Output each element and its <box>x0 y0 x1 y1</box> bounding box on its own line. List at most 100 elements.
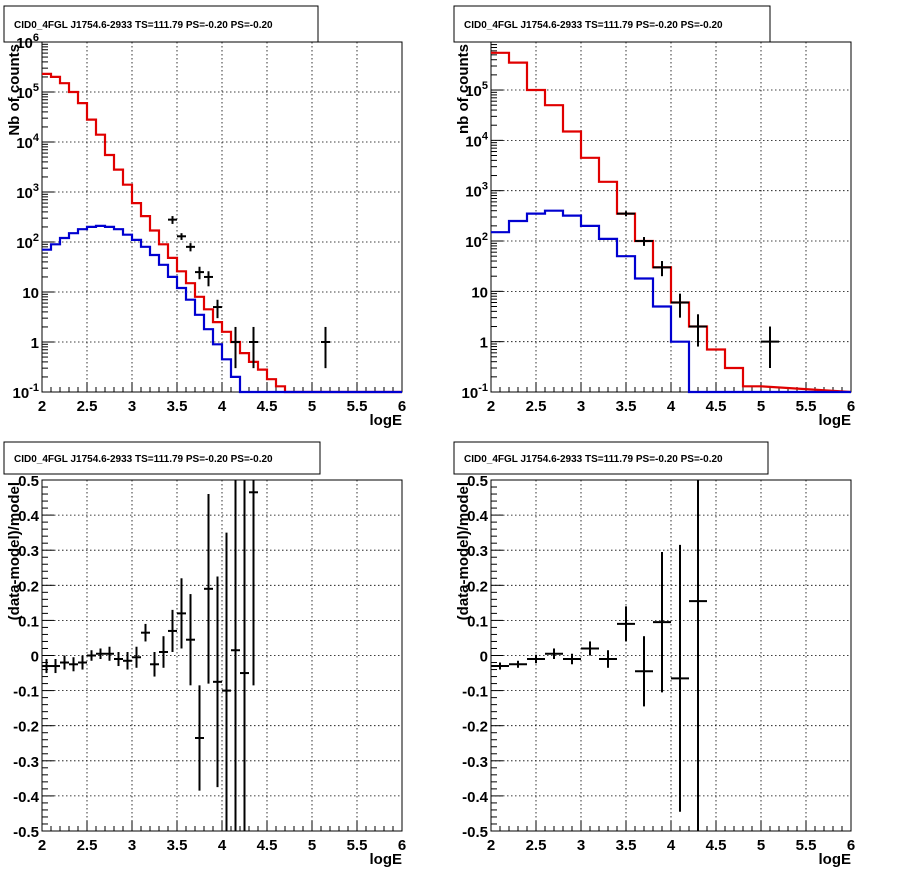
residual-point <box>617 606 635 642</box>
y-tick-label: 0.1 <box>18 613 39 630</box>
x-tick-label: 4.5 <box>257 398 278 415</box>
y-tick-label: 10-1 <box>462 382 488 402</box>
residual-point <box>60 655 69 670</box>
data-point <box>177 233 186 240</box>
x-tick-label: 2 <box>38 837 46 854</box>
panel-bottom-right: CID0_4FGL J1754.6-2933 TS=111.79 PS=-0.2… <box>449 438 898 875</box>
panel-top-right: CID0_4FGL J1754.6-2933 TS=111.79 PS=-0.2… <box>449 0 898 438</box>
x-tick-label: 2.5 <box>77 398 98 415</box>
y-tick-label: 105 <box>465 80 488 100</box>
x-tick-label: 4.5 <box>706 398 727 415</box>
data-point <box>168 216 177 224</box>
y-tick-label: -0.4 <box>462 789 489 806</box>
y-tick-label: 106 <box>16 32 39 52</box>
x-tick-label: 5.5 <box>347 398 368 415</box>
residual-point <box>132 646 141 668</box>
residual-point <box>195 685 204 791</box>
y-tick-label: 102 <box>16 232 39 252</box>
residual-point <box>240 480 249 831</box>
y-tick-label: -0.3 <box>13 754 39 771</box>
title-box <box>453 441 769 475</box>
y-tick-label: -0.2 <box>13 719 39 736</box>
y-tick-label: 103 <box>465 181 488 201</box>
y-tick-label: 0.4 <box>18 508 40 525</box>
residual-point <box>69 657 78 672</box>
residual-point <box>671 544 689 812</box>
y-tick-label: 103 <box>16 182 39 202</box>
residual-point <box>231 480 240 831</box>
y-tick-label: 104 <box>16 132 40 152</box>
y-tick-label: 10-1 <box>13 382 39 402</box>
x-tick-label: 3.5 <box>616 837 637 854</box>
x-axis-title: logE <box>370 412 403 429</box>
x-tick-label: 6 <box>398 398 406 415</box>
x-tick-label: 3.5 <box>616 398 637 415</box>
chart-title: CID0_4FGL J1754.6-2933 TS=111.79 PS=-0.2… <box>14 20 273 31</box>
x-tick-label: 2.5 <box>526 398 547 415</box>
hist-series-0 <box>42 72 402 394</box>
y-tick-label: 10 <box>471 284 488 301</box>
data-point <box>617 211 635 217</box>
x-tick-label: 4 <box>218 398 227 415</box>
residual-point <box>159 636 168 668</box>
y-axis-title: nb of counts <box>455 44 472 134</box>
hist-series-1 <box>491 209 851 394</box>
x-tick-label: 4 <box>667 398 676 415</box>
chart-top-left: CID0_4FGL J1754.6-2933 TS=111.79 PS=-0.2… <box>3 5 406 429</box>
residual-point <box>599 650 617 668</box>
residual-point <box>51 659 60 674</box>
y-tick-label: -0.5 <box>462 824 488 841</box>
residual-point <box>563 653 581 665</box>
x-tick-label: 3 <box>128 398 136 415</box>
x-tick-label: 6 <box>398 837 406 854</box>
y-tick-label: 102 <box>465 231 488 251</box>
panel-top-left: CID0_4FGL J1754.6-2933 TS=111.79 PS=-0.2… <box>0 0 449 438</box>
residual-point <box>653 551 671 693</box>
title-box <box>3 441 321 475</box>
chart-bottom-right: CID0_4FGL J1754.6-2933 TS=111.79 PS=-0.2… <box>453 441 855 868</box>
x-tick-label: 5 <box>757 837 765 854</box>
y-tick-label: 0.5 <box>467 473 488 490</box>
x-tick-label: 6 <box>847 398 855 415</box>
residual-point <box>222 532 231 831</box>
residual-point <box>491 662 509 670</box>
y-tick-label: 10 <box>22 285 39 302</box>
residual-point <box>105 646 114 661</box>
x-tick-label: 4 <box>218 837 227 854</box>
y-tick-label: -0.4 <box>13 789 40 806</box>
residual-point <box>168 609 177 652</box>
residual-point <box>186 594 195 686</box>
x-tick-label: 6 <box>847 837 855 854</box>
residual-point <box>114 651 123 667</box>
chart-title: CID0_4FGL J1754.6-2933 TS=111.79 PS=-0.2… <box>464 454 723 465</box>
x-tick-label: 4.5 <box>257 837 278 854</box>
y-tick-label: 0 <box>480 649 488 666</box>
y-tick-label: 0.2 <box>18 578 39 595</box>
residual-point <box>249 480 258 686</box>
residual-point <box>177 578 186 649</box>
data-point <box>213 299 222 319</box>
residual-point <box>78 655 87 670</box>
residual-point <box>581 641 599 656</box>
x-tick-label: 3.5 <box>167 837 188 854</box>
residual-point <box>150 651 159 677</box>
y-tick-label: 105 <box>16 82 39 102</box>
x-tick-label: 2 <box>487 398 495 415</box>
y-tick-label: 0.4 <box>467 508 489 525</box>
data-point <box>671 293 689 318</box>
x-tick-label: 2 <box>487 837 495 854</box>
residual-point <box>87 650 96 661</box>
x-tick-label: 5 <box>308 837 316 854</box>
chart-title: CID0_4FGL J1754.6-2933 TS=111.79 PS=-0.2… <box>464 20 723 31</box>
chart-title: CID0_4FGL J1754.6-2933 TS=111.79 PS=-0.2… <box>14 454 273 465</box>
x-tick-label: 5 <box>308 398 316 415</box>
x-tick-label: 5.5 <box>347 837 368 854</box>
y-tick-label: 0.5 <box>18 473 39 490</box>
hist-series-1 <box>42 224 402 394</box>
residual-point <box>204 494 213 684</box>
data-point <box>195 266 204 280</box>
y-tick-label: 0.3 <box>467 543 488 560</box>
x-tick-label: 5.5 <box>796 398 817 415</box>
x-tick-label: 2.5 <box>77 837 98 854</box>
y-tick-label: -0.1 <box>13 684 39 701</box>
